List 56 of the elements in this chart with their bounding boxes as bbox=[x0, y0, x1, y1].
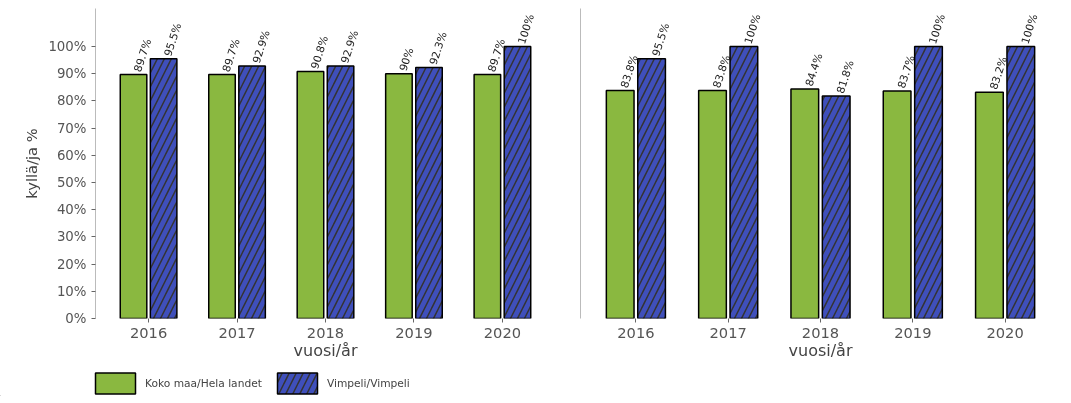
data-label: 100% bbox=[741, 12, 764, 46]
bar bbox=[207, 73, 237, 319]
data-label: 92.9% bbox=[338, 28, 362, 65]
data-label: 81.8% bbox=[834, 58, 857, 96]
bar bbox=[384, 73, 413, 319]
y-tick-label: 90% bbox=[56, 66, 87, 82]
legend-label: Koko maa/Hela landet bbox=[145, 375, 262, 392]
data-label: 100% bbox=[515, 12, 538, 46]
data-label: 100% bbox=[926, 12, 949, 46]
data-label: 83.2% bbox=[987, 55, 1011, 92]
y-tick-label: 40% bbox=[56, 202, 87, 218]
y-tick-label: 60% bbox=[56, 147, 87, 163]
bar bbox=[473, 73, 502, 319]
x-tick-label: 2018 bbox=[306, 323, 345, 341]
x-tick-label: 2017 bbox=[709, 323, 747, 341]
y-tick-label: 0% bbox=[65, 311, 87, 326]
x-axis-title: vuosi/år bbox=[788, 340, 853, 360]
bar bbox=[697, 89, 728, 319]
bar bbox=[605, 89, 635, 319]
data-label: 95.5% bbox=[649, 21, 673, 58]
y-tick-label: 100% bbox=[48, 39, 87, 55]
data-label: 95.5% bbox=[161, 21, 185, 58]
data-label: 83.8% bbox=[618, 53, 641, 90]
legend-label: Vimpeli/Vimpeli bbox=[326, 375, 410, 392]
x-tick-label: 2016 bbox=[617, 323, 655, 341]
bar bbox=[119, 73, 148, 319]
y-tick-label: 30% bbox=[56, 229, 87, 245]
bar bbox=[790, 88, 820, 319]
x-tick-label: 2020 bbox=[483, 323, 522, 341]
bar bbox=[296, 70, 325, 319]
data-label: 90.8% bbox=[308, 34, 332, 71]
data-label: 92.9% bbox=[249, 28, 273, 65]
data-label: 83.8% bbox=[710, 53, 734, 90]
data-label: 89.7% bbox=[131, 37, 155, 74]
bar bbox=[974, 91, 1005, 319]
x-tick-label: 2020 bbox=[986, 323, 1024, 341]
y-tick-label: 10% bbox=[56, 283, 87, 299]
y-tick-label: 80% bbox=[56, 93, 87, 109]
data-label: 84.4% bbox=[802, 51, 826, 88]
y-tick-label: 20% bbox=[56, 256, 87, 272]
x-tick-label: 2019 bbox=[395, 323, 433, 341]
data-label: 89.7% bbox=[485, 37, 509, 74]
y-tick-label: 70% bbox=[56, 120, 87, 136]
data-label: 89.7% bbox=[219, 37, 243, 74]
data-label: 90% bbox=[396, 46, 417, 73]
data-label: 83.7% bbox=[894, 53, 918, 90]
y-tick-label: 50% bbox=[56, 175, 87, 191]
x-axis-title: vuosi/år bbox=[293, 340, 358, 360]
x-tick-label: 2019 bbox=[894, 323, 932, 341]
data-label: 100% bbox=[1018, 12, 1041, 46]
x-tick-label: 2016 bbox=[129, 323, 168, 341]
x-tick-label: 2017 bbox=[218, 323, 256, 341]
y-axis-title: kyllä/ja % bbox=[23, 128, 41, 199]
data-label: 92.3% bbox=[426, 30, 450, 67]
x-tick-label: 2018 bbox=[801, 323, 840, 341]
bar bbox=[882, 90, 912, 319]
